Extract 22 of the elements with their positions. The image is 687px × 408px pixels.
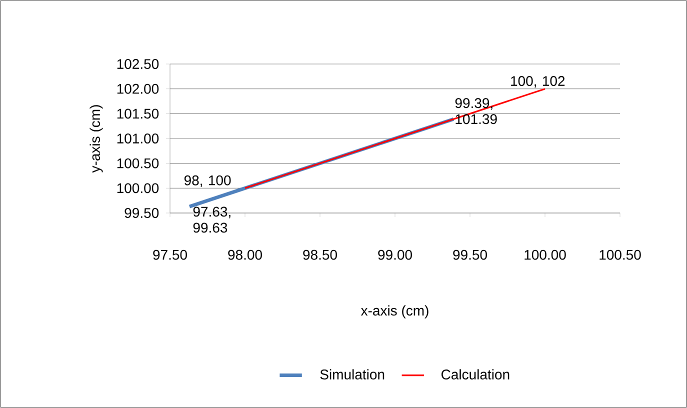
annotation: 97.63, 99.63 — [193, 206, 230, 233]
y-tick-label: 100.00 — [117, 183, 159, 194]
y-axis-title: y-axis (cm) — [90, 105, 103, 173]
x-tick-label: 98.50 — [303, 250, 337, 260]
annotation: 100, 102 — [511, 76, 565, 88]
y-tick-label: 101.50 — [117, 108, 159, 119]
x-axis-title: x-axis (cm) — [360, 305, 428, 318]
x-tick-label: 100.00 — [524, 250, 566, 260]
y-tick-label: 100.50 — [117, 158, 159, 168]
x-tick-label: 98.00 — [228, 250, 262, 260]
x-tick-label: 97.50 — [153, 250, 187, 260]
y-tick-label: 99.50 — [124, 208, 159, 218]
x-tick-label: 99.50 — [453, 250, 487, 260]
y-tick-label: 101.00 — [117, 134, 159, 144]
x-tick-label: 100.50 — [600, 250, 641, 260]
y-tick-label: 102.50 — [117, 59, 159, 69]
legend-label: Simulation — [320, 369, 384, 380]
y-tick-label: 102.00 — [117, 84, 159, 94]
x-tick-label: 99.00 — [378, 250, 412, 260]
annotation: 99.39, 101.39 — [455, 98, 497, 124]
legend-label: Calculation — [442, 369, 510, 380]
annotation: 98, 100 — [184, 175, 231, 187]
